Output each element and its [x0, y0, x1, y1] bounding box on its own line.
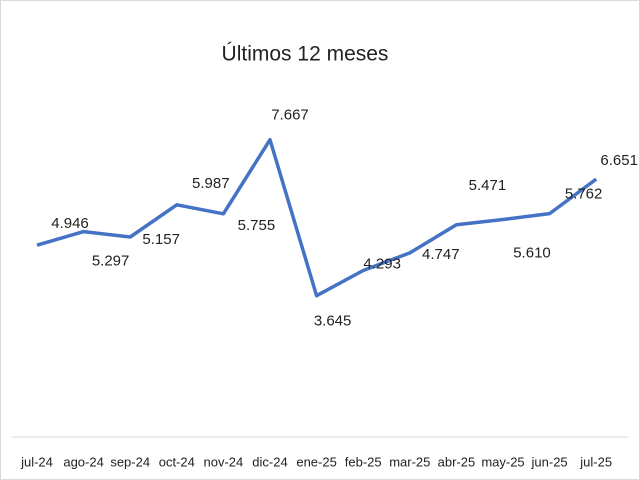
x-tick-label: ene-25: [296, 454, 336, 469]
x-tick-label: jun-25: [531, 454, 568, 469]
data-label: 5.297: [92, 253, 130, 270]
chart-title: Últimos 12 meses: [222, 43, 389, 66]
data-label: 6.651: [600, 152, 638, 169]
x-tick-label: ago-24: [63, 454, 103, 469]
data-label: 5.755: [238, 217, 276, 234]
data-label: 7.667: [271, 107, 309, 124]
x-tick-label: feb-25: [345, 454, 382, 469]
data-label: 4.747: [422, 246, 460, 263]
x-tick-label: oct-24: [159, 454, 195, 469]
data-label: 4.293: [363, 255, 401, 272]
x-tick-label: mar-25: [389, 454, 430, 469]
data-line: [36, 137, 598, 298]
x-tick-label: may-25: [481, 454, 524, 469]
data-label: 5.157: [142, 231, 180, 248]
data-label: 3.645: [314, 313, 352, 330]
data-label: 5.610: [513, 244, 551, 261]
x-tick-label: abr-25: [438, 454, 476, 469]
data-label: 5.762: [565, 186, 603, 203]
data-label: 4.946: [51, 215, 89, 232]
x-tick-label: dic-24: [252, 454, 287, 469]
x-tick-label: jul-24: [20, 454, 53, 469]
data-label: 5.471: [469, 177, 507, 194]
data-label: 5.987: [192, 175, 230, 192]
x-tick-label: nov-24: [204, 454, 244, 469]
x-tick-label: sep-24: [110, 454, 150, 469]
x-tick-label: jul-25: [579, 454, 612, 469]
